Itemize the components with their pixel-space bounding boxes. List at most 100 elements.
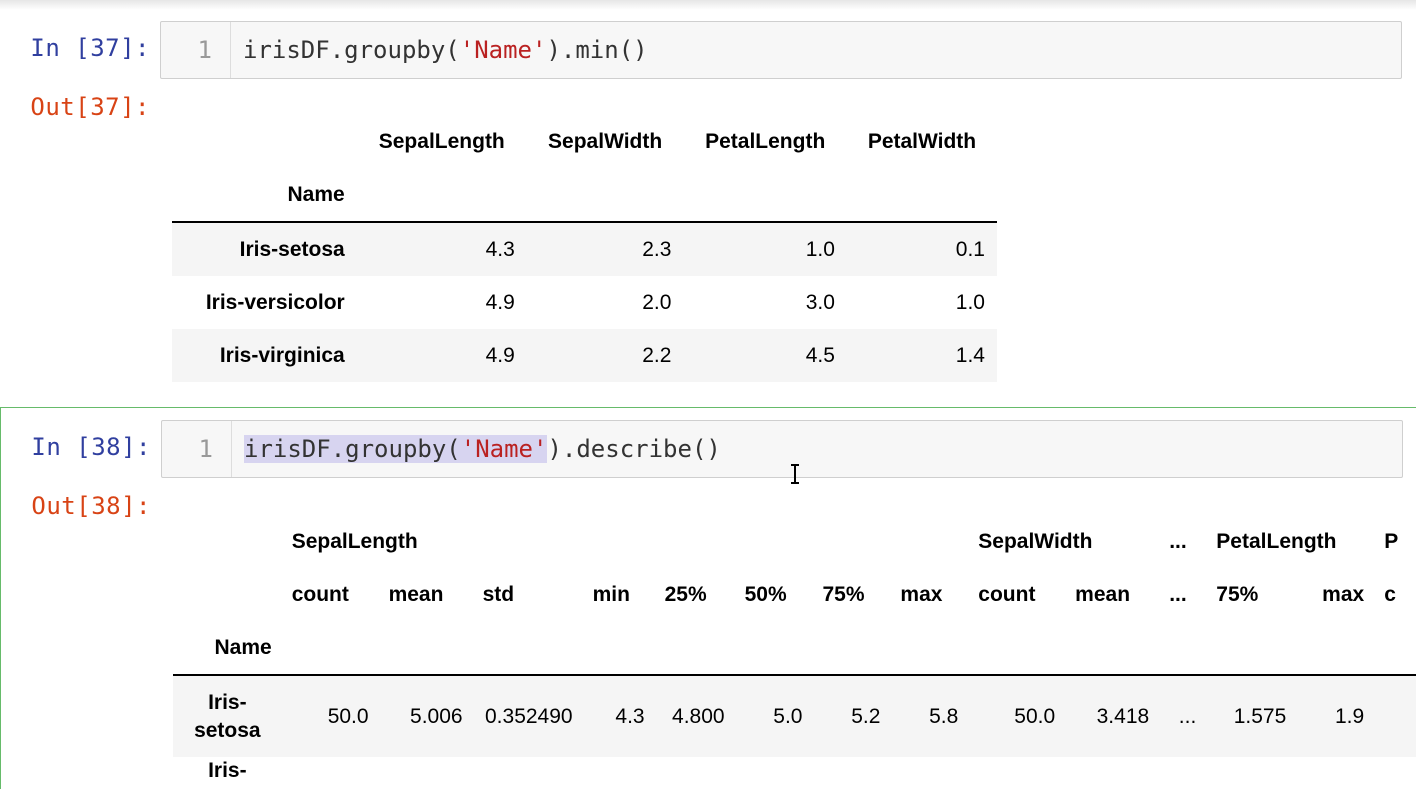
table-row: Iris-virginica 4.9 2.2 4.5 1.4 <box>172 329 997 382</box>
row-index-label: Iris-setosa <box>173 675 282 757</box>
table-header-blank <box>172 115 357 168</box>
column-header: PetalWidth <box>867 129 977 153</box>
notebook-cell-38-selected[interactable]: In [38]: 1 irisDF.groupby('Name').descri… <box>0 407 1416 789</box>
column-group-header: SepalLength <box>291 529 418 553</box>
selected-code-string: 'Name' <box>460 435 548 463</box>
column-group-header: ... <box>1169 529 1187 553</box>
code-line[interactable]: irisDF.groupby('Name').min() <box>243 22 648 78</box>
table-cell: 3.0 <box>805 290 835 314</box>
column-header: 25% <box>664 582 707 606</box>
table-row: Iris- <box>173 757 1416 810</box>
table-cell: 50.0 <box>327 704 369 728</box>
column-header: max <box>1322 582 1365 606</box>
column-header: SepalLength <box>378 129 505 153</box>
table-header-blank <box>683 168 847 223</box>
table-cell: 1.0 <box>955 290 985 314</box>
table-header-blank <box>846 168 997 223</box>
column-header: 75% <box>1216 582 1259 606</box>
table-header-blank <box>173 568 282 621</box>
row-index-line: Iris- <box>208 690 247 714</box>
index-name-header: Name <box>173 621 282 676</box>
column-header: mean <box>388 582 444 606</box>
table-cell: 1.575 <box>1233 704 1287 728</box>
table-cell: 50.0 <box>1014 704 1056 728</box>
table-header-blank <box>281 621 1416 676</box>
column-header: ... <box>1169 582 1187 606</box>
table-header-row: SepalLength SepalWidth PetalLength Petal… <box>172 115 997 168</box>
table-cell: 4.800 <box>672 704 725 728</box>
column-level0-row: SepalLength SepalWidth ... PetalLength P <box>173 515 1416 568</box>
table-row: Iris-setosa 4.3 2.3 1.0 0.1 <box>172 222 997 276</box>
table-cell: 2.0 <box>642 290 672 314</box>
row-index-label: Iris-versicolor <box>205 290 345 314</box>
table-cell: 1.4 <box>955 343 985 367</box>
code-string: 'Name' <box>459 36 547 64</box>
input-prompt: In [38]: <box>31 433 151 461</box>
table-cell: 0.1 <box>955 237 985 261</box>
column-level1-row: count mean std min 25% 50% 75% max count… <box>173 568 1416 621</box>
table-cell: 5.0 <box>773 704 803 728</box>
column-header: c <box>1384 582 1396 606</box>
index-name-header: Name <box>172 168 357 223</box>
column-header: 75% <box>822 582 865 606</box>
output-prompt: Out[37]: <box>30 93 150 121</box>
column-header: std <box>482 582 515 606</box>
column-group-header: P <box>1384 529 1399 553</box>
dataframe-output-table: SepalLength SepalWidth PetalLength Petal… <box>172 115 997 382</box>
table-cell: 5.006 <box>410 704 463 728</box>
column-header: mean <box>1075 582 1131 606</box>
table-header-blank <box>356 168 527 223</box>
index-name-row: Name <box>173 621 1416 676</box>
line-number: 1 <box>162 421 232 477</box>
column-header: SepalWidth <box>548 129 663 153</box>
table-cell: ... <box>1178 704 1197 728</box>
row-index-label: Iris- <box>173 757 282 810</box>
table-header-blank <box>173 515 282 568</box>
code-line[interactable]: irisDF.groupby('Name').describe() <box>244 421 721 477</box>
row-index-label: Iris-virginica <box>219 343 345 367</box>
selected-code-text: irisDF.groupby( <box>244 435 461 463</box>
table-cell: 4.3 <box>485 237 515 261</box>
column-header: max <box>900 582 943 606</box>
table-cell: 3.418 <box>1096 704 1150 728</box>
input-prompt: In [37]: <box>30 34 150 62</box>
table-cell <box>282 757 1416 810</box>
code-text: ).min() <box>546 36 648 64</box>
table-cell: 4.9 <box>485 343 515 367</box>
notebook-top-shadow <box>0 0 1416 10</box>
row-index-line: setosa <box>194 718 261 742</box>
column-header: count <box>978 582 1036 606</box>
code-text: irisDF.groupby( <box>243 36 460 64</box>
output-prompt: Out[38]: <box>31 492 151 520</box>
column-group-header: PetalLength <box>1216 529 1337 553</box>
table-cell: 5.8 <box>929 704 959 728</box>
code-editor[interactable]: 1 irisDF.groupby('Name').min() <box>160 21 1402 79</box>
table-cell: 1.0 <box>805 237 835 261</box>
line-number: 1 <box>161 22 231 78</box>
code-text: ).describe() <box>547 435 721 463</box>
column-header: count <box>291 582 349 606</box>
code-editor[interactable]: 1 irisDF.groupby('Name').describe() <box>161 420 1403 478</box>
table-cell: 1.9 <box>1334 704 1365 728</box>
table-cell: 5.2 <box>851 704 881 728</box>
table-row: Iris-versicolor 4.9 2.0 3.0 1.0 <box>172 276 997 329</box>
index-name-row: Name <box>172 168 997 223</box>
column-header: PetalLength <box>705 129 826 153</box>
table-cell: 0.352490 <box>485 704 573 728</box>
table-cell: 2.3 <box>642 237 672 261</box>
table-header-blank <box>526 168 684 223</box>
table-cell <box>1374 675 1416 757</box>
column-header: min <box>592 582 630 606</box>
notebook-cell-37[interactable]: In [37]: 1 irisDF.groupby('Name').min() … <box>0 0 1416 400</box>
row-index-label: Iris-setosa <box>239 237 345 261</box>
table-cell: 4.9 <box>485 290 515 314</box>
text-cursor-icon <box>791 464 799 484</box>
table-cell: 4.5 <box>805 343 835 367</box>
table-row: Iris-setosa 50.0 5.006 0.352490 4.3 4.80… <box>173 675 1416 757</box>
table-cell: 2.2 <box>642 343 672 367</box>
column-group-header: SepalWidth <box>978 529 1093 553</box>
column-header: 50% <box>744 582 787 606</box>
dataframe-describe-table: SepalLength SepalWidth ... PetalLength P… <box>173 515 1416 810</box>
row-index-line: Iris- <box>208 759 247 782</box>
table-cell: 4.3 <box>615 704 645 728</box>
